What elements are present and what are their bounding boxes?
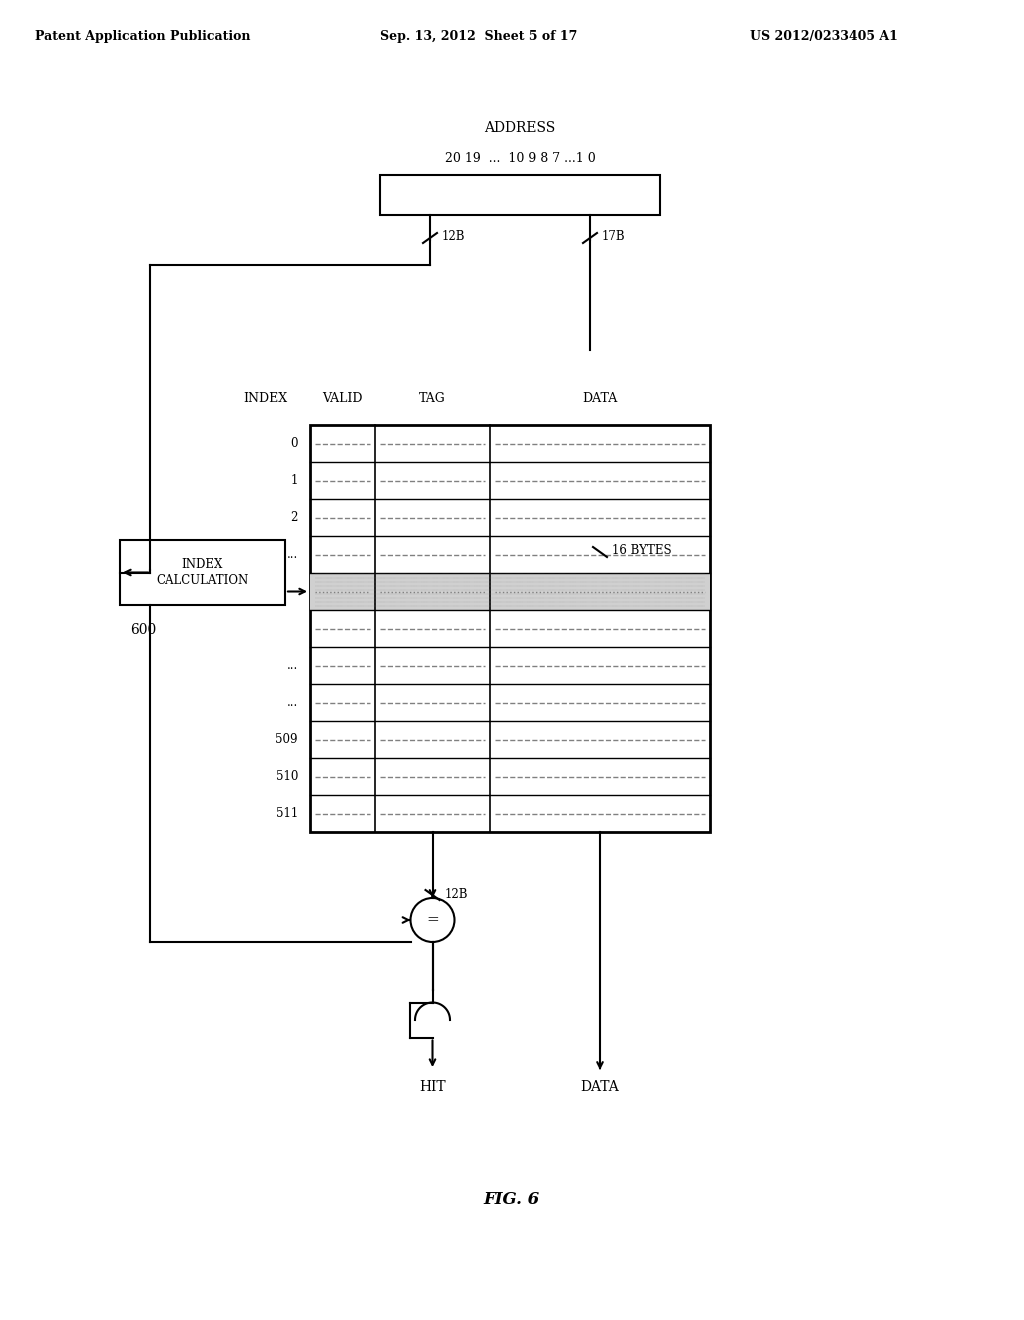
Text: 509: 509: [275, 733, 298, 746]
Text: 511: 511: [275, 807, 298, 820]
Text: DATA: DATA: [583, 392, 617, 405]
Text: 17B: 17B: [602, 231, 626, 243]
Text: 20 19  ...  10 9 8 7 ...1 0: 20 19 ... 10 9 8 7 ...1 0: [444, 152, 595, 165]
Text: HIT: HIT: [419, 1080, 445, 1094]
Text: 12B: 12B: [444, 887, 468, 900]
Text: 16 BYTES: 16 BYTES: [612, 544, 672, 557]
Text: 510: 510: [275, 770, 298, 783]
Text: 12B: 12B: [442, 231, 466, 243]
Text: ...: ...: [287, 659, 298, 672]
Text: INDEX
CALCULATION: INDEX CALCULATION: [157, 558, 249, 586]
Text: FIG. 6: FIG. 6: [484, 1192, 540, 1209]
Text: 600: 600: [130, 623, 157, 638]
Text: TAG: TAG: [419, 392, 445, 405]
FancyBboxPatch shape: [310, 425, 710, 832]
FancyBboxPatch shape: [410, 1002, 455, 1038]
Text: 2: 2: [291, 511, 298, 524]
Text: VALID: VALID: [323, 392, 362, 405]
Text: DATA: DATA: [581, 1080, 620, 1094]
FancyBboxPatch shape: [120, 540, 285, 605]
Text: Patent Application Publication: Patent Application Publication: [35, 30, 251, 44]
Text: US 2012/0233405 A1: US 2012/0233405 A1: [750, 30, 898, 44]
Text: 1: 1: [291, 474, 298, 487]
Text: =: =: [426, 913, 439, 927]
Text: ...: ...: [287, 696, 298, 709]
Text: INDEX: INDEX: [243, 392, 287, 405]
FancyBboxPatch shape: [380, 176, 660, 215]
Text: Sep. 13, 2012  Sheet 5 of 17: Sep. 13, 2012 Sheet 5 of 17: [380, 30, 578, 44]
Text: 0: 0: [291, 437, 298, 450]
Text: ...: ...: [287, 548, 298, 561]
FancyBboxPatch shape: [310, 573, 710, 610]
Text: ADDRESS: ADDRESS: [484, 121, 556, 135]
